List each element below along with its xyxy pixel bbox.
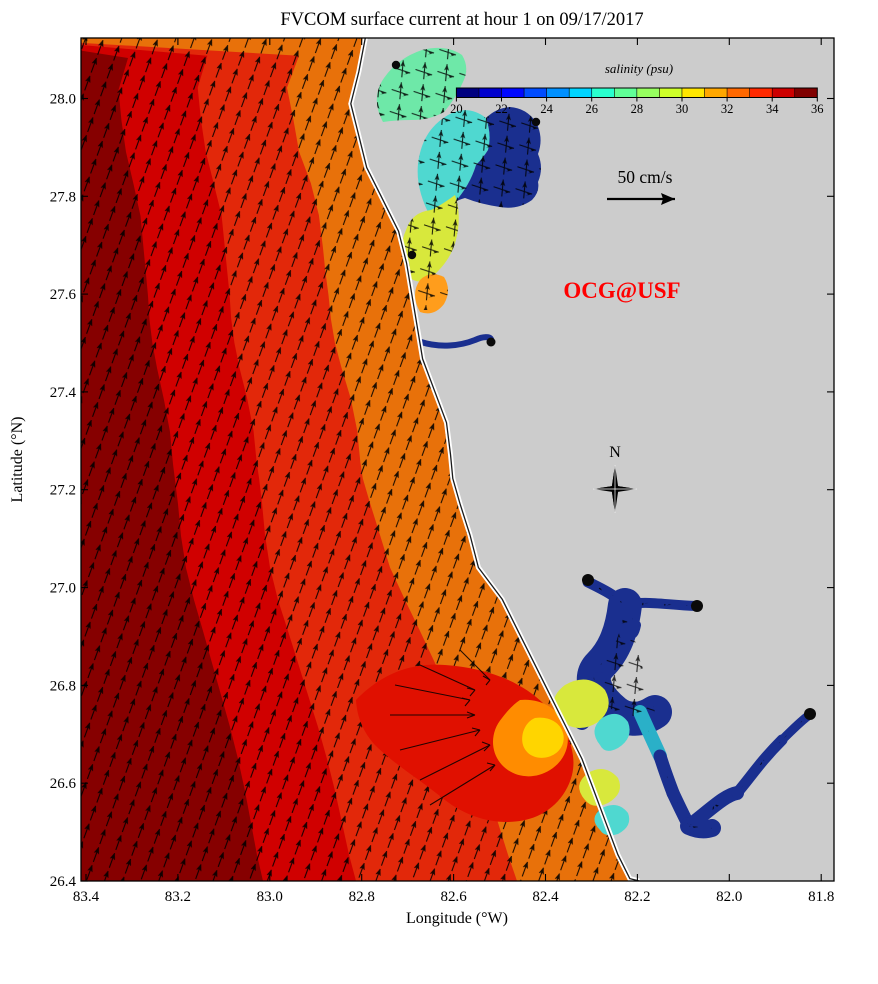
svg-text:50 cm/s: 50 cm/s <box>618 167 673 187</box>
svg-text:36: 36 <box>811 102 824 116</box>
svg-text:27.8: 27.8 <box>50 189 76 205</box>
svg-text:OCG@USF: OCG@USF <box>563 278 680 304</box>
svg-text:32: 32 <box>721 102 734 116</box>
svg-text:34: 34 <box>766 102 779 116</box>
svg-text:83.2: 83.2 <box>165 889 191 905</box>
svg-text:26.8: 26.8 <box>50 678 76 694</box>
svg-text:82.0: 82.0 <box>716 889 742 905</box>
svg-text:20: 20 <box>450 102 463 116</box>
svg-text:30: 30 <box>676 102 689 116</box>
svg-text:83.0: 83.0 <box>257 889 283 905</box>
svg-text:N: N <box>609 444 621 461</box>
svg-text:27.0: 27.0 <box>50 581 76 597</box>
svg-text:Longitude (°W): Longitude (°W) <box>406 910 508 927</box>
svg-text:26: 26 <box>585 102 598 116</box>
svg-text:26.6: 26.6 <box>50 776 77 792</box>
svg-text:Latitude (°N): Latitude (°N) <box>9 417 26 503</box>
svg-text:82.2: 82.2 <box>624 889 650 905</box>
svg-text:28.0: 28.0 <box>50 92 76 108</box>
svg-text:24: 24 <box>540 102 553 116</box>
svg-text:82.6: 82.6 <box>440 889 467 905</box>
svg-text:83.4: 83.4 <box>73 889 100 905</box>
svg-text:82.8: 82.8 <box>349 889 375 905</box>
svg-text:27.6: 27.6 <box>50 287 77 303</box>
svg-text:FVCOM surface current at hour: FVCOM surface current at hour 1 on 09/17… <box>280 10 643 30</box>
svg-text:26.4: 26.4 <box>50 874 77 890</box>
svg-text:salinity (psu): salinity (psu) <box>605 61 673 76</box>
svg-text:82.4: 82.4 <box>532 889 559 905</box>
svg-text:22: 22 <box>495 102 508 116</box>
svg-text:81.8: 81.8 <box>808 889 834 905</box>
svg-text:27.4: 27.4 <box>50 385 77 401</box>
svg-text:28: 28 <box>631 102 644 116</box>
svg-text:27.2: 27.2 <box>50 483 76 499</box>
